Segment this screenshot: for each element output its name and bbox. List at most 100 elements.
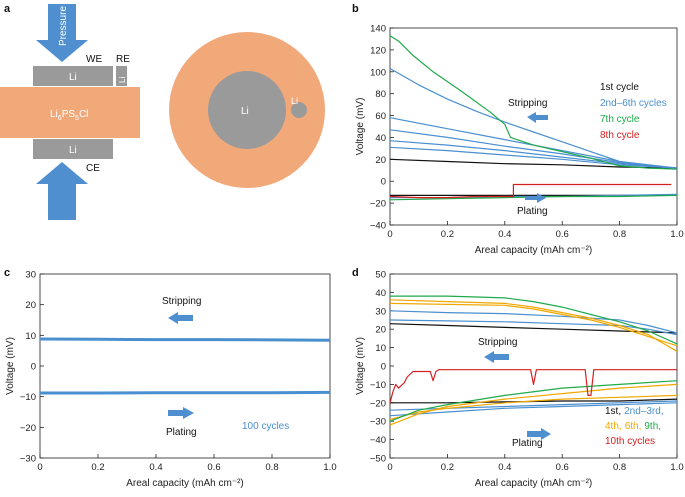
- panel-c-x-tick-label: 0.2: [91, 462, 104, 473]
- panel-b-series-5: [389, 140, 678, 169]
- re-li-label: Li: [118, 77, 127, 83]
- panel-d-y-tick-label: −20: [370, 398, 386, 409]
- panel-b-x-tick-label: 1.0: [670, 229, 683, 240]
- panel-d-x-tick-label: 0.2: [441, 462, 454, 473]
- panel-b-plating-label: Plating: [517, 206, 548, 217]
- panel-d-y-tick-label: 50: [375, 270, 386, 281]
- pressure-arrow-top-icon: [36, 4, 88, 62]
- panel-c-y-tick-label: 30: [25, 270, 36, 281]
- panel-b-stripping-arrow-icon: [527, 112, 548, 123]
- panel-d-series-10: [390, 295, 678, 345]
- panel-d-y-tick-label: 30: [375, 306, 386, 317]
- panel-d-annotations: Stripping Plating: [478, 337, 551, 449]
- reference-electrode: [116, 66, 127, 86]
- panel-d-legend-4th: 4th,: [605, 421, 622, 432]
- panel-d-legend-2nd-3rd: 2nd–3rd,: [624, 406, 663, 417]
- panel-b-y-tick-label: 0: [381, 177, 386, 188]
- panel-c-y-tick-label: −20: [20, 423, 36, 434]
- electrolyte-pellet: [0, 87, 140, 138]
- panel-d-series-8: [389, 383, 678, 426]
- panel-d-y-tick-label: −50: [370, 454, 386, 465]
- panel-c-x-tick-label: 0.8: [265, 462, 278, 473]
- panel-c-series-0: [39, 337, 331, 342]
- panel-c-y-tick-label: −10: [20, 392, 36, 403]
- panel-b-legend-8th: 8th cycle: [600, 130, 640, 141]
- panel-b-legend: 1st cycle 2nd–6th cycles 7th cycle 8th c…: [600, 82, 667, 141]
- panel-d-y-tick-label: 40: [375, 288, 386, 299]
- panel-d-x-tick-label: 0: [387, 462, 392, 473]
- panel-d-x-tick-label: 0.4: [498, 462, 511, 473]
- panel-b-stripping-label: Stripping: [508, 98, 547, 109]
- panel-c-x-tick-label: 0.4: [149, 462, 162, 473]
- panel-d-legend-line2: 4th, 6th, 9th,: [605, 421, 661, 432]
- panel-c-y-tick-label: 0: [31, 362, 36, 373]
- panel-d-series-6: [389, 299, 678, 352]
- panel-d-x-tick-label: 1.0: [670, 462, 683, 473]
- ce-li-label: Li: [69, 145, 77, 156]
- panel-b-x-tick-label: 0.8: [613, 229, 626, 240]
- panel-d-stripping-arrow-icon: [484, 351, 509, 363]
- panel-b-frame: [389, 27, 678, 226]
- panel-d-y-tick-label: −40: [370, 435, 386, 446]
- electrolyte-label: Li6PS5Cl: [50, 109, 88, 122]
- panel-d-series-2: [389, 310, 678, 334]
- panel-d-label: d: [352, 267, 359, 279]
- panel-c-annotations: Stripping Plating 100 cycles: [162, 296, 289, 438]
- panel-c-plating-arrow-icon: [168, 407, 194, 419]
- panel-d-legend: 1st, 2nd–3rd, 4th, 6th, 9th, 10th cycles: [605, 406, 664, 447]
- panel-d-series-3: [389, 319, 678, 336]
- panel-d-y-tick-label: 0: [381, 362, 386, 373]
- panel-d-series-5: [389, 402, 678, 417]
- panel-b-x-tick-label: 0.6: [556, 229, 569, 240]
- panel-c-y-tick-label: 20: [25, 300, 36, 311]
- panel-d-y-axis-label: Voltage (mV): [355, 337, 366, 395]
- panel-b-series-6: [389, 146, 678, 169]
- panel-b-y-tick-label: −40: [370, 221, 386, 232]
- pressure-arrow-bottom-icon: [36, 162, 88, 220]
- we-li-label: Li: [69, 72, 77, 83]
- panel-b-plating-arrow-icon: [525, 193, 546, 203]
- panel-c-x-axis-label: Areal capacity (mAh cm⁻²): [126, 478, 244, 489]
- top-view-reference-electrode: [291, 102, 307, 118]
- panel-c-chart: c 0 0.2 0.4 0.6 0.8 1.0 −30 −20 −10 0 10 20 30 Areal …: [4, 267, 337, 489]
- panel-d-y-tick-label: −10: [370, 380, 386, 391]
- panel-c-x-tick-label: 0.6: [207, 462, 220, 473]
- panel-b-legend-1st: 1st cycle: [600, 82, 639, 93]
- panel-b-y-tick-label: 140: [370, 24, 386, 35]
- panel-d-y-tick-label: −30: [370, 417, 386, 428]
- panel-d-x-tick-label: 0.6: [556, 462, 569, 473]
- panel-c-plating-label: Plating: [166, 427, 197, 438]
- we-label: WE: [86, 54, 102, 65]
- panel-b-y-tick-label: 120: [370, 45, 386, 56]
- panel-b-chart: b 0 0.2 0.4 0.6 0.8 1.0 −40 −20 0 20 40 60 80 100 120 1…: [352, 3, 684, 256]
- re-label: RE: [116, 54, 130, 65]
- panel-b-y-tick-label: 100: [370, 67, 386, 78]
- panel-c-cycles-label: 100 cycles: [242, 421, 289, 432]
- panel-b-x-tick-label: 0.2: [441, 229, 454, 240]
- panel-c-x-tick-label: 1.0: [323, 462, 336, 473]
- pressure-label: Pressure: [58, 6, 69, 46]
- panel-d-legend-9th: 9th,: [644, 421, 661, 432]
- panel-d-legend-6th: 6th,: [625, 421, 642, 432]
- panel-d-stripping-label: Stripping: [478, 337, 517, 348]
- panel-b-annotations: Stripping Plating: [508, 98, 548, 217]
- panel-b-label: b: [352, 3, 359, 15]
- panel-d-plating-arrow-icon: [527, 428, 551, 440]
- panel-b-series-8: [389, 35, 678, 170]
- panel-b-legend-2nd-6th: 2nd–6th cycles: [600, 98, 667, 109]
- panel-d-series-12: [389, 369, 677, 403]
- panel-a-schematic: a Pressure Li WE RE Li Li6PS5Cl Li CE Li…: [0, 3, 325, 220]
- panel-d-x-axis-label: Areal capacity (mAh cm⁻²): [475, 478, 593, 489]
- panel-c-x-tick-label: 0: [37, 462, 42, 473]
- panel-d-legend-10th: 10th cycles: [605, 436, 655, 447]
- panel-c-y-tick-label: 10: [25, 331, 36, 342]
- panel-d-y-tick-label: 10: [375, 343, 386, 354]
- panel-d-series-11: [389, 380, 678, 422]
- panel-d-legend-line1: 1st, 2nd–3rd,: [605, 406, 664, 417]
- panel-b-x-axis-label: Areal capacity (mAh cm⁻²): [475, 245, 593, 256]
- panel-b-y-tick-label: 60: [375, 111, 386, 122]
- ce-label: CE: [86, 163, 100, 174]
- panel-c-y-axis-label: Voltage (mV): [5, 337, 16, 395]
- panel-b-y-tick-label: 80: [375, 89, 386, 100]
